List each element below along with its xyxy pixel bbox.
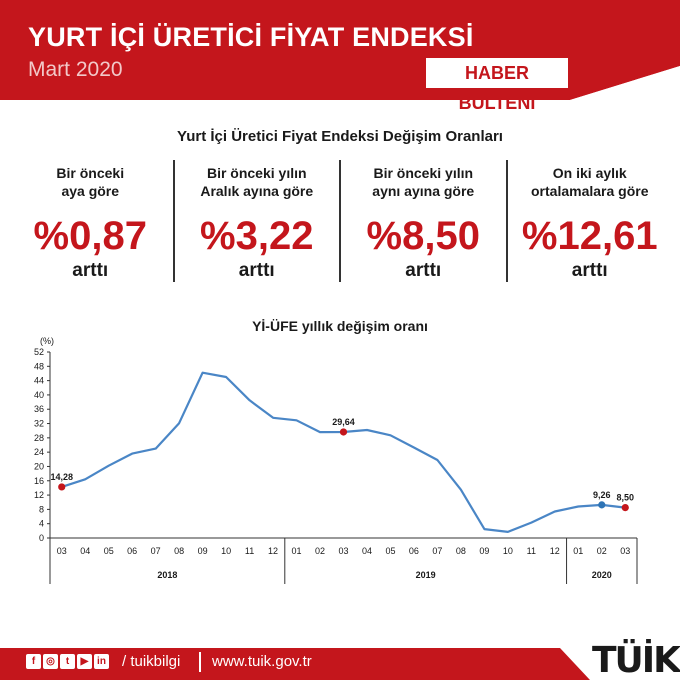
stat-note: arttı <box>238 260 275 281</box>
x-tick-label: 08 <box>456 546 466 556</box>
x-tick-label: 09 <box>479 546 489 556</box>
data-label: 9,26 <box>593 490 611 500</box>
stat-annual: Bir önceki yılın aynı ayına göre %8,50 ar… <box>339 160 506 282</box>
stat-value: %3,22 <box>200 214 314 258</box>
highlight-point <box>598 501 606 509</box>
y-tick-label: 24 <box>34 447 44 457</box>
y-tick-label: 32 <box>34 419 44 429</box>
y-tick-label: 20 <box>34 461 44 471</box>
stat-value: %12,61 <box>521 214 658 258</box>
y-tick-label: 52 <box>34 347 44 357</box>
stat-label: Bir önceki yılın Aralık ayına göre <box>200 165 314 199</box>
twitter-icon[interactable]: t <box>60 654 75 669</box>
tuik-logo: TÜİK <box>592 640 680 681</box>
x-tick-label: 08 <box>174 546 184 556</box>
x-tick-label: 09 <box>198 546 208 556</box>
footer-divider <box>199 652 201 672</box>
series-line <box>61 371 626 533</box>
y-tick-label: 28 <box>34 433 44 443</box>
x-tick-label: 04 <box>80 546 90 556</box>
x-tick-label: 10 <box>221 546 231 556</box>
x-tick-label: 07 <box>432 546 442 556</box>
year-label: 2020 <box>592 570 612 580</box>
y-tick-label: 36 <box>34 404 44 414</box>
social-handle[interactable]: / tuikbilgi <box>122 653 181 670</box>
stat-note: arttı <box>72 260 109 281</box>
year-label: 2018 <box>157 570 177 580</box>
x-tick-label: 04 <box>362 546 372 556</box>
data-label: 14,28 <box>50 472 73 482</box>
x-tick-label: 12 <box>268 546 278 556</box>
x-tick-label: 02 <box>315 546 325 556</box>
footer: f ◎ t ▶ in / tuikbilgi www.tuik.gov.tr T… <box>0 636 680 681</box>
y-tick-label: 48 <box>34 361 44 371</box>
header-banner: YURT İÇİ ÜRETİCİ FİYAT ENDEKSİ Mart 2020… <box>0 0 680 113</box>
y-tick-label: 4 <box>39 519 44 529</box>
linkedin-icon[interactable]: in <box>94 654 109 669</box>
stat-value: %8,50 <box>366 214 480 258</box>
highlight-point <box>58 483 66 491</box>
stat-label: Bir önceki yılın aynı ayına göre <box>372 165 475 199</box>
summary-title: Yurt İçi Üretici Fiyat Endeksi Değişim O… <box>177 128 503 145</box>
x-tick-label: 01 <box>573 546 583 556</box>
highlight-point <box>621 503 629 512</box>
y-tick-label: 44 <box>34 376 44 386</box>
x-tick-label: 01 <box>292 546 302 556</box>
facebook-icon[interactable]: f <box>26 654 41 669</box>
y-tick-label: 8 <box>39 504 44 514</box>
x-tick-label: 11 <box>245 546 254 556</box>
y-tick-label: 12 <box>34 490 44 500</box>
y-tick-label: 40 <box>34 390 44 400</box>
stat-note: arttı <box>405 260 442 281</box>
data-label: 8,50 <box>616 493 634 503</box>
x-tick-label: 06 <box>127 546 137 556</box>
stat-label: On iki aylık ortalamalara göre <box>531 165 649 199</box>
stat-december: Bir önceki yılın Aralık ayına göre %3,22 … <box>172 160 340 282</box>
x-tick-label: 10 <box>503 546 513 556</box>
period-label: Mart 2020 <box>28 58 123 81</box>
x-tick-label: 05 <box>385 546 395 556</box>
footer-background <box>0 648 590 680</box>
x-tick-label: 03 <box>620 546 630 556</box>
x-tick-label: 12 <box>550 546 560 556</box>
x-tick-label: 03 <box>338 546 348 556</box>
social-icons: f ◎ t ▶ in <box>26 654 109 669</box>
data-label: 29,64 <box>332 417 355 427</box>
x-tick-label: 06 <box>409 546 419 556</box>
y-tick-label: 0 <box>39 533 44 543</box>
stat-value: %0,87 <box>33 214 147 258</box>
summary-stats: Bir önceki aya göre %0,87 arttı Bir öncek… <box>8 160 672 282</box>
stat-note: arttı <box>571 260 608 281</box>
highlight-point <box>339 428 348 436</box>
website-link[interactable]: www.tuik.gov.tr <box>212 653 312 670</box>
x-tick-label: 03 <box>57 546 67 556</box>
x-tick-label: 11 <box>527 546 536 556</box>
stat-monthly: Bir önceki aya göre %0,87 arttı <box>8 160 173 282</box>
x-tick-label: 05 <box>104 546 114 556</box>
chart-title: Yİ-ÜFE yıllık değişim oranı <box>252 318 428 334</box>
bulletin-badge: HABER BÜLTENİ <box>426 58 568 113</box>
y-tick-label: 16 <box>34 476 44 486</box>
x-tick-label: 02 <box>597 546 607 556</box>
y-axis-unit: (%) <box>40 336 54 346</box>
instagram-icon[interactable]: ◎ <box>43 654 58 669</box>
stat-label: Bir önceki aya göre <box>56 165 125 199</box>
youtube-icon[interactable]: ▶ <box>77 654 92 669</box>
year-label: 2019 <box>416 570 436 580</box>
x-tick-label: 07 <box>151 546 161 556</box>
page-title: YURT İÇİ ÜRETİCİ FİYAT ENDEKSİ <box>28 22 474 52</box>
stat-twelve-month-average: On iki aylık ortalamalara göre %12,61 art… <box>505 160 673 282</box>
